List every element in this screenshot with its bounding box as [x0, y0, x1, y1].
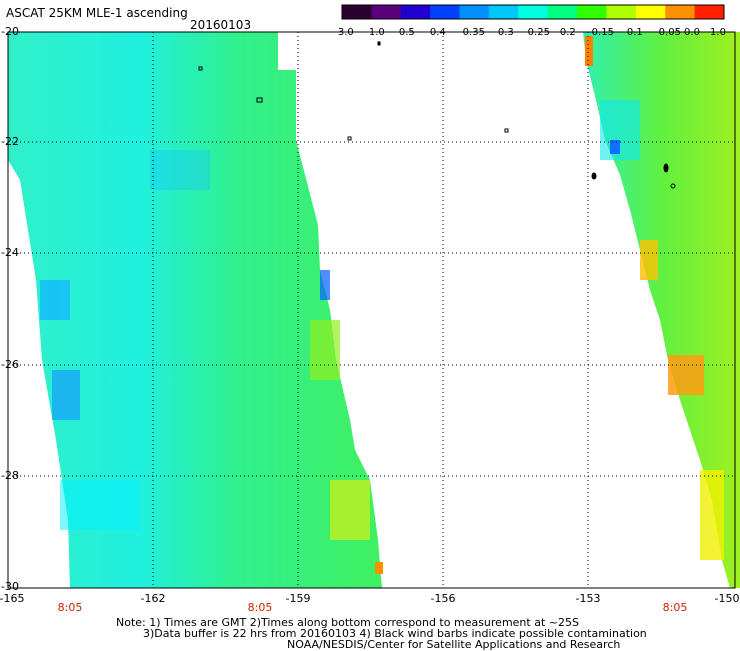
page-title: ASCAT 25KM MLE-1 ascending	[6, 6, 188, 20]
colorbar-label: -0.05	[655, 27, 681, 38]
colorbar-label: -3.0	[334, 27, 354, 38]
colorbar-border	[341, 4, 725, 20]
time-label: 8:05	[57, 601, 83, 614]
lat-label: -30	[1, 580, 19, 593]
swath-east	[583, 32, 740, 588]
colorbar-label: -0.1	[623, 27, 643, 38]
contamination-marks	[198, 41, 676, 189]
colorbar-swatch	[488, 5, 519, 19]
colorbar-label: 0.0	[684, 27, 700, 38]
lon-label: -159	[285, 592, 311, 605]
colorbar-swatch	[400, 5, 431, 19]
lon-label: -156	[430, 592, 456, 605]
lon-label: -162	[140, 592, 166, 605]
lon-label: -165	[0, 592, 25, 605]
lon-label: -150	[714, 592, 740, 605]
lat-label: -22	[1, 135, 19, 148]
colorbar-swatch	[430, 5, 461, 19]
time-label: 8:05	[247, 601, 273, 614]
colorbar-label: -0.35	[459, 27, 485, 38]
note-line: NOAA/NESDIS/Center for Satellite Applica…	[287, 638, 621, 651]
colorbar-swatch	[371, 5, 402, 19]
time-label: 8:05	[662, 601, 688, 614]
colorbar-label: -1.0	[365, 27, 385, 38]
lat-label: -26	[1, 358, 19, 371]
colorbar-swatch	[577, 5, 607, 19]
colorbar-label: 1.0	[710, 27, 726, 38]
colorbar-swatch	[606, 5, 637, 19]
colorbar-label: -0.4	[426, 27, 446, 38]
colorbar-label: -0.25	[524, 27, 550, 38]
colorbar-label: -0.2	[556, 27, 576, 38]
lat-label: -28	[1, 469, 19, 482]
colorbar-swatch	[665, 5, 696, 19]
colorbar-swatch	[694, 5, 725, 19]
lat-label: -24	[1, 246, 19, 259]
date-label: 20160103	[190, 18, 252, 32]
note-line: Note: 1) Times are GMT 2)Times along bot…	[116, 616, 579, 629]
map-frame	[7, 31, 736, 589]
note-line: 3)Data buffer is 22 hrs from 20160103 4)…	[143, 627, 647, 640]
colorbar-swatch	[635, 5, 666, 19]
lon-label: -153	[575, 592, 601, 605]
colorbar-swatch	[547, 5, 578, 19]
swath-west	[8, 32, 383, 588]
colorbar-swatch	[342, 5, 372, 19]
colorbar-label: -0.3	[494, 27, 514, 38]
colorbar-swatch	[459, 5, 490, 19]
colorbar-label: -0.15	[588, 27, 614, 38]
colorbar	[341, 4, 725, 20]
colorbar-label: -0.5	[395, 27, 415, 38]
graticule	[8, 32, 735, 588]
colorbar-swatch	[518, 5, 549, 19]
lat-label: -20	[1, 25, 19, 38]
